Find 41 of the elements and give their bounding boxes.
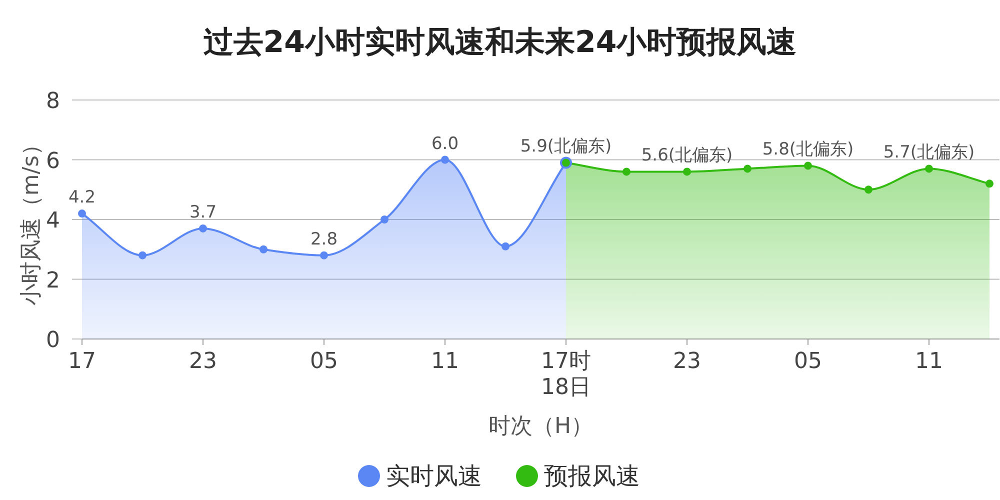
x-tick-label: 23	[673, 349, 701, 374]
x-tick-label: 11	[915, 349, 943, 374]
y-tick-label: 0	[46, 328, 60, 353]
point	[622, 168, 630, 176]
data-label: 5.7(北偏东)	[883, 142, 975, 163]
data-label: 4.2	[68, 188, 96, 208]
point	[78, 210, 86, 218]
data-label: 5.9(北偏东)	[520, 136, 612, 157]
x-tick-label: 11	[431, 349, 459, 374]
data-label: 2.8	[310, 229, 338, 250]
legend-label: 预报风速	[544, 462, 640, 490]
point	[683, 168, 691, 176]
data-label: 5.8(北偏东)	[762, 140, 854, 160]
point	[864, 186, 872, 194]
point	[441, 156, 449, 164]
data-label: 6.0	[431, 134, 459, 154]
point	[804, 162, 812, 170]
legend-label: 实时风速	[386, 462, 482, 490]
y-tick-label: 2	[46, 268, 60, 294]
point	[260, 245, 268, 254]
x-tick-label: 17	[68, 349, 96, 374]
point	[138, 251, 146, 260]
y-axis-title: 小时风速（m/s）	[19, 133, 44, 306]
data-label: 3.7	[189, 202, 217, 222]
point	[320, 251, 328, 260]
point	[502, 242, 510, 250]
data-label: 5.6(北偏东)	[641, 146, 733, 166]
point	[744, 164, 752, 173]
chart-title: 过去24小时实时风速和未来24小时预报风速	[203, 25, 797, 60]
y-tick-label: 8	[46, 89, 60, 114]
y-tick-label: 6	[46, 148, 60, 174]
point	[380, 216, 388, 224]
point	[925, 164, 933, 173]
x-tick-label: 23	[189, 349, 217, 374]
x-tick-label: 05	[310, 349, 338, 374]
x-tick-label: 05	[794, 349, 822, 374]
point	[986, 180, 994, 188]
x-axis-title: 时次（H）	[488, 414, 594, 439]
point	[199, 224, 207, 232]
y-tick-label: 4	[46, 208, 60, 234]
x-tick-label: 17时 18日	[541, 349, 591, 400]
